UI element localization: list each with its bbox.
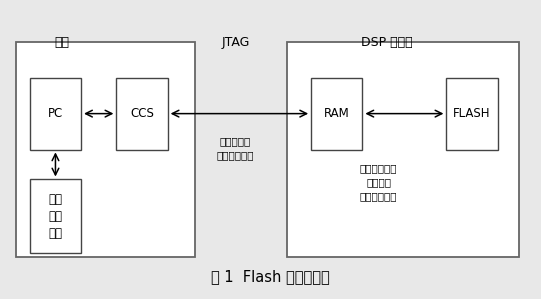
Bar <box>30 179 81 253</box>
Text: 运行操作模块
开始搬运
用户应用程序: 运行操作模块 开始搬运 用户应用程序 <box>360 163 398 201</box>
Bar <box>287 42 519 257</box>
Text: FLASH: FLASH <box>453 107 491 120</box>
Text: 操作模块及
用户应用程序: 操作模块及 用户应用程序 <box>216 136 254 160</box>
Bar <box>16 42 195 257</box>
Text: CCS: CCS <box>130 107 154 120</box>
Text: 用户
应用
程序: 用户 应用 程序 <box>49 193 62 239</box>
Text: 图 1  Flash 烧写原理图: 图 1 Flash 烧写原理图 <box>211 269 330 284</box>
Text: PC: PC <box>48 107 63 120</box>
Text: DSP 目标板: DSP 目标板 <box>361 36 413 49</box>
Bar <box>311 78 362 150</box>
Bar <box>116 78 168 150</box>
Bar <box>30 78 81 150</box>
Text: RAM: RAM <box>324 107 349 120</box>
Bar <box>446 78 498 150</box>
Text: JTAG: JTAG <box>221 36 249 49</box>
Text: 主机: 主机 <box>55 36 70 49</box>
